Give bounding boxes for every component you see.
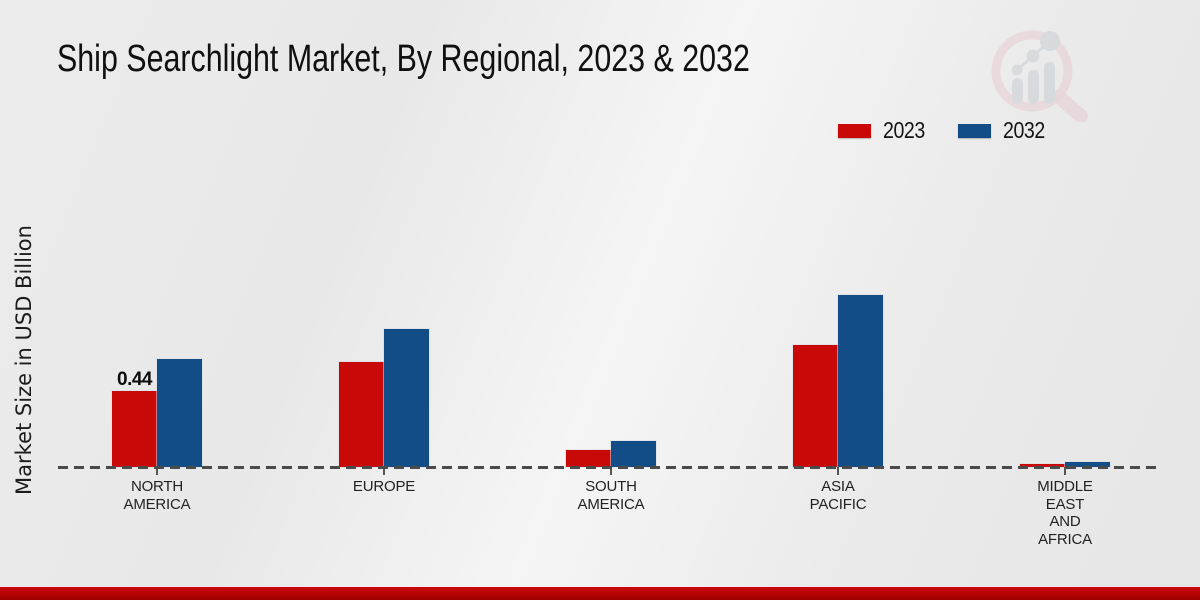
- x-axis-tick-south-america: [610, 467, 612, 475]
- x-axis-tick-middle-east-and-africa: [1064, 467, 1066, 475]
- bar-2023-south-america: [566, 450, 611, 467]
- bar-2032-south-america: [611, 441, 656, 467]
- footer-accent-bar: [0, 587, 1200, 600]
- category-label-middle-east-and-africa: MIDDLE EAST AND AFRICA: [1037, 478, 1093, 548]
- x-axis-tick-asia-pacific: [837, 467, 839, 475]
- x-axis-line: [58, 466, 1158, 469]
- chart-title: Ship Searchlight Market, By Regional, 20…: [57, 38, 750, 80]
- legend: 2023 2032: [838, 117, 1052, 144]
- bar-2032-north-america: [157, 359, 202, 467]
- legend-item-2023: 2023: [838, 117, 932, 144]
- category-label-north-america: NORTH AMERICA: [123, 478, 191, 513]
- legend-swatch-2032: [958, 123, 992, 138]
- legend-swatch-2023: [838, 123, 871, 138]
- legend-item-2032: 2032: [958, 117, 1052, 144]
- category-label-europe: EUROPE: [352, 478, 416, 495]
- bar-2032-europe: [384, 329, 429, 467]
- legend-label-2032: 2032: [1003, 117, 1045, 143]
- x-axis-tick-europe: [383, 467, 385, 475]
- legend-label-2023: 2023: [883, 117, 925, 143]
- brand-watermark-magnifier-icon: [991, 30, 1088, 122]
- bar-2023-north-america: [112, 391, 157, 467]
- bar-2023-middle-east-and-africa: [1020, 464, 1065, 467]
- x-axis-tick-north-america: [156, 467, 158, 475]
- bar-2023-europe: [339, 362, 384, 467]
- value-label-2023-north-america: 0.44: [117, 369, 152, 390]
- category-label-asia-pacific: ASIA PACIFIC: [809, 478, 867, 513]
- bar-2032-asia-pacific: [838, 295, 883, 467]
- bar-2023-asia-pacific: [793, 345, 838, 467]
- category-label-south-america: SOUTH AMERICA: [577, 478, 645, 513]
- bar-2032-middle-east-and-africa: [1065, 462, 1110, 467]
